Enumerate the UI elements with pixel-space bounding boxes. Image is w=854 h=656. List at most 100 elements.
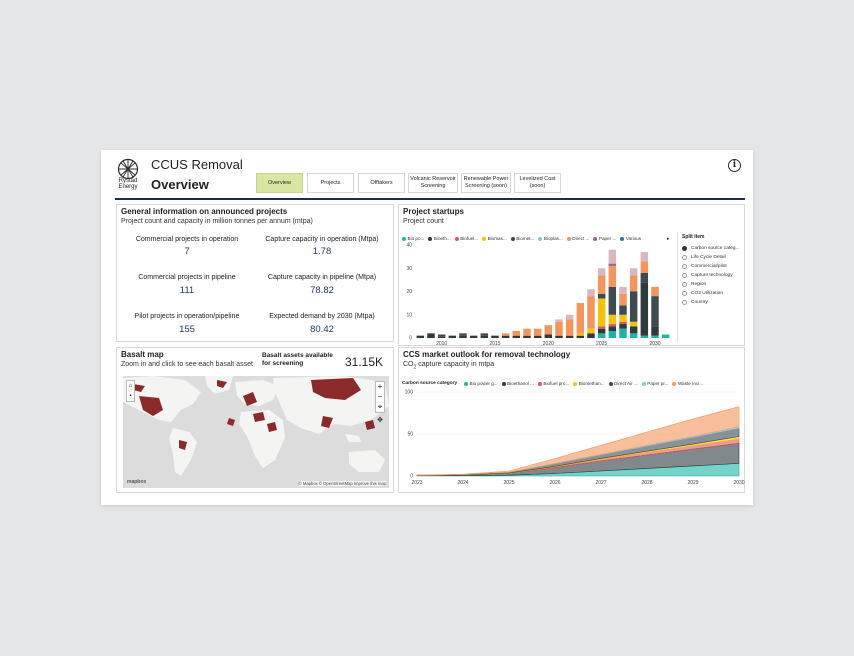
- nav-offtakers-button[interactable]: Offtakers: [358, 173, 405, 193]
- bar-segment[interactable]: [416, 335, 425, 338]
- bar-segment[interactable]: [608, 326, 617, 332]
- bar-segment[interactable]: [619, 293, 627, 306]
- bar-segment[interactable]: [576, 333, 585, 336]
- bar-segment[interactable]: [576, 303, 585, 334]
- bar-segment[interactable]: [661, 334, 670, 338]
- bar-segment[interactable]: [651, 326, 659, 336]
- map-attribution[interactable]: © Mapbox © OpenStreetMap Improve this ma…: [298, 481, 386, 486]
- bar-segment[interactable]: [587, 289, 595, 297]
- bar-segment[interactable]: [608, 263, 617, 266]
- bar-segment[interactable]: [587, 333, 595, 338]
- bar-segment[interactable]: [629, 333, 638, 338]
- bar-segment[interactable]: [533, 328, 542, 336]
- outlook-legend-item[interactable]: Direct Air ...: [608, 381, 638, 386]
- bar-segment[interactable]: [640, 251, 649, 262]
- split-option[interactable]: Region: [682, 280, 742, 288]
- bar-segment[interactable]: [459, 335, 467, 338]
- bar-segment[interactable]: [597, 293, 606, 299]
- bar-segment[interactable]: [555, 335, 563, 338]
- bar-segment[interactable]: [640, 272, 649, 283]
- bar-segment[interactable]: [597, 333, 606, 338]
- bar-segment[interactable]: [640, 282, 649, 336]
- basalt-map[interactable]: ⌂ ▪ + − ⌖ ✥ mapbox © Mapbox © OpenStreetMap…: [123, 376, 389, 488]
- split-option[interactable]: Country: [682, 298, 742, 306]
- split-option[interactable]: Commercial/pilot: [682, 262, 742, 270]
- bar-segment[interactable]: [619, 305, 627, 315]
- bar-segment[interactable]: [565, 319, 574, 336]
- startups-legend-item[interactable]: Bioeth...: [428, 236, 451, 241]
- bar-segment[interactable]: [512, 335, 521, 338]
- bar-segment[interactable]: [501, 335, 510, 338]
- startups-legend-item[interactable]: Paper ...: [593, 236, 616, 241]
- bar-segment[interactable]: [544, 334, 553, 338]
- bar-segment[interactable]: [587, 296, 595, 329]
- bar-segment[interactable]: [533, 335, 542, 338]
- startups-legend-item[interactable]: Biomet...: [510, 236, 534, 241]
- bar-segment[interactable]: [640, 335, 649, 338]
- compass-icon[interactable]: ✥: [377, 417, 383, 424]
- outlook-legend-item[interactable]: Biomethan...: [573, 381, 605, 386]
- bar-segment[interactable]: [629, 275, 638, 292]
- bar-segment[interactable]: [608, 249, 617, 264]
- bar-segment[interactable]: [597, 275, 606, 294]
- bar-segment[interactable]: [619, 321, 627, 325]
- bar-segment[interactable]: [555, 321, 563, 336]
- bar-segment[interactable]: [576, 335, 585, 338]
- bar-segment[interactable]: [608, 331, 617, 338]
- startups-legend-item[interactable]: Biomas...: [482, 236, 507, 241]
- bar-segment[interactable]: [640, 261, 649, 273]
- bar-segment[interactable]: [587, 328, 595, 334]
- split-option[interactable]: Capture technology: [682, 271, 742, 279]
- bar-segment[interactable]: [565, 314, 574, 320]
- bar-segment[interactable]: [597, 298, 606, 327]
- bar-segment[interactable]: [651, 296, 659, 327]
- info-icon[interactable]: i: [728, 159, 741, 172]
- bar-segment[interactable]: [501, 333, 510, 336]
- bar-segment[interactable]: [523, 328, 531, 336]
- split-option[interactable]: Life Cycle Detail: [682, 253, 742, 261]
- area-series[interactable]: [416, 406, 740, 476]
- outlook-legend-item[interactable]: Waste Inci...: [672, 381, 703, 386]
- bar-segment[interactable]: [597, 326, 606, 329]
- bar-segment[interactable]: [608, 324, 617, 327]
- nav-volcanic-reservoir-button[interactable]: Volcanic Reservoir Screening: [408, 173, 458, 193]
- bar-segment[interactable]: [629, 321, 638, 327]
- legend-scroll-icon[interactable]: ▸: [667, 236, 670, 242]
- bar-segment[interactable]: [629, 291, 638, 322]
- bar-segment[interactable]: [480, 335, 489, 338]
- bar-segment[interactable]: [512, 331, 521, 336]
- bar-segment[interactable]: [608, 265, 617, 287]
- bar-segment[interactable]: [437, 334, 446, 337]
- startups-legend-item[interactable]: Direct ...: [566, 236, 589, 241]
- outlook-legend-item[interactable]: Paper pr...: [641, 381, 668, 386]
- bar-segment[interactable]: [619, 286, 627, 294]
- startups-legend-item[interactable]: Bioplas...: [538, 236, 563, 241]
- bar-segment[interactable]: [608, 286, 617, 315]
- bar-segment[interactable]: [523, 335, 531, 338]
- startups-legend-item[interactable]: Bio po...: [402, 236, 424, 241]
- bar-segment[interactable]: [459, 333, 467, 336]
- bar-segment[interactable]: [469, 335, 478, 338]
- nav-renewable-power-button[interactable]: Renewable Power Screening (soon): [461, 173, 511, 193]
- bar-segment[interactable]: [608, 314, 617, 325]
- bar-segment[interactable]: [555, 319, 563, 322]
- bar-segment[interactable]: [427, 333, 435, 338]
- bar-segment[interactable]: [437, 336, 446, 338]
- bar-segment[interactable]: [597, 268, 606, 276]
- world-map[interactable]: [123, 376, 389, 488]
- nav-overview-button[interactable]: Overview: [256, 173, 303, 193]
- bar-segment[interactable]: [480, 333, 489, 336]
- startups-legend-item[interactable]: Biofuel...: [454, 236, 478, 241]
- bar-segment[interactable]: [565, 335, 574, 338]
- bar-segment[interactable]: [544, 325, 553, 335]
- split-option[interactable]: Carbon source categ...: [682, 244, 742, 252]
- nav-projects-button[interactable]: Projects: [307, 173, 354, 193]
- split-option[interactable]: CO2 Utilization: [682, 289, 742, 297]
- outlook-legend-item[interactable]: Bio power g...: [464, 381, 498, 386]
- startups-legend-item[interactable]: Various: [620, 236, 641, 241]
- nav-levelized-cost-button[interactable]: Levelized Cost (soon): [514, 173, 561, 193]
- bar-segment[interactable]: [448, 335, 457, 338]
- outlook-legend-item[interactable]: Biofuel pro...: [537, 381, 569, 386]
- bar-segment[interactable]: [629, 268, 638, 276]
- bar-segment[interactable]: [597, 328, 606, 334]
